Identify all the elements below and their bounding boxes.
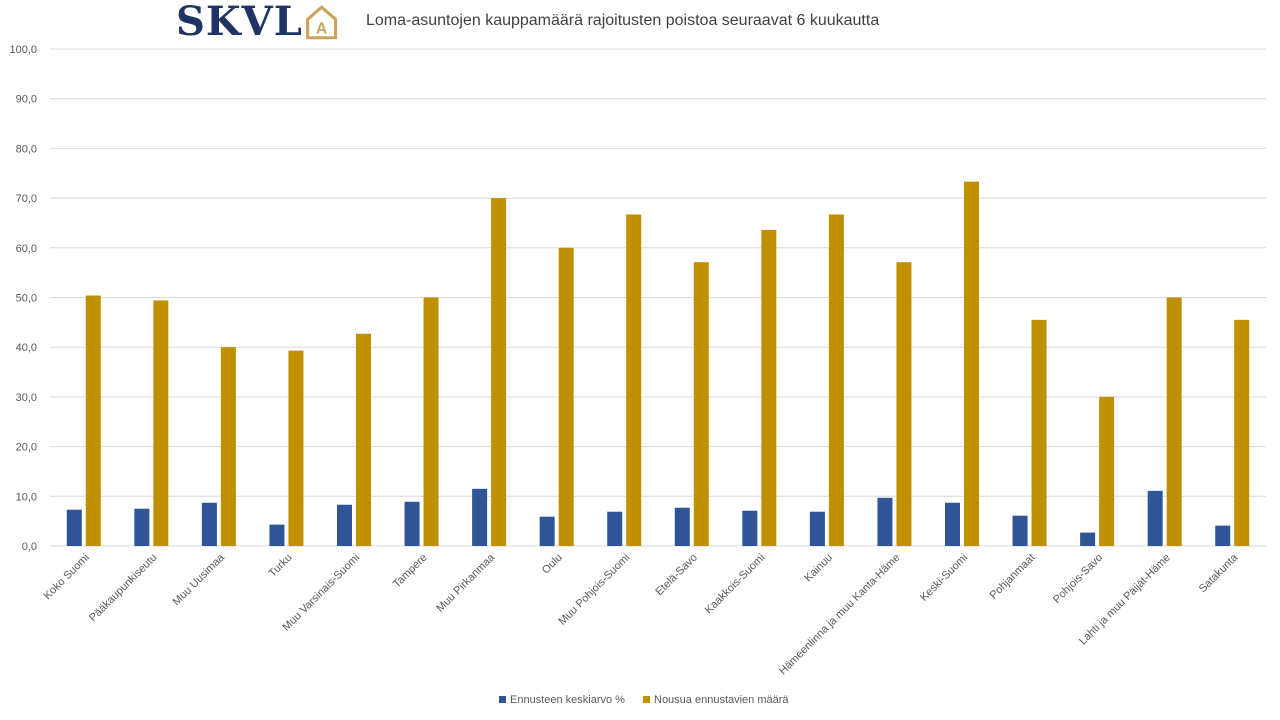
bar-nousua — [896, 262, 912, 546]
house-a-icon: A — [305, 5, 337, 40]
x-tick-label: Muu Pohjois-Suomi — [556, 552, 632, 628]
y-tick-label: 0,0 — [22, 541, 37, 553]
x-tick-label: Turku — [266, 552, 294, 580]
y-tick-label: 80,0 — [16, 143, 37, 155]
bar-keskiarvo — [337, 504, 352, 546]
bar-keskiarvo — [66, 509, 82, 546]
x-tick-label: Keski-Suomi — [918, 552, 970, 604]
x-tick-label: Pohjanmaat — [988, 552, 1038, 602]
bar-nousua — [964, 181, 979, 546]
x-tick-label: Pohjois-Savo — [1051, 552, 1105, 606]
x-tick-label: Satakunta — [1197, 551, 1241, 595]
bar-nousua — [828, 214, 844, 546]
skvl-logo: SKVL A — [176, 2, 338, 42]
x-tick-label: Koko Suomi — [41, 552, 91, 602]
bar-keskiarvo — [1147, 490, 1163, 546]
bar-nousua — [626, 214, 642, 546]
x-tick-label: Muu Pirkanmaa — [434, 551, 498, 615]
bar-nousua — [558, 247, 574, 547]
bar-keskiarvo — [742, 510, 758, 546]
bar-nousua — [1234, 319, 1250, 546]
y-tick-label: 10,0 — [16, 491, 37, 503]
bar-nousua — [85, 295, 101, 546]
x-tick-label: Tampere — [391, 552, 430, 591]
y-tick-label: 50,0 — [16, 293, 37, 305]
y-tick-label: 90,0 — [16, 94, 37, 106]
bar-nousua — [761, 229, 777, 546]
logo-text: SKVL — [176, 0, 303, 45]
bar-keskiarvo — [201, 502, 217, 546]
bar-nousua — [153, 300, 169, 546]
bar-keskiarvo — [1012, 515, 1028, 546]
y-tick-label: 30,0 — [16, 392, 37, 404]
bar-nousua — [423, 297, 439, 546]
bar-keskiarvo — [809, 511, 825, 546]
x-tick-label: Muu Uusimaa — [171, 551, 228, 608]
bar-keskiarvo — [1215, 525, 1231, 546]
bar-keskiarvo — [945, 502, 960, 546]
bar-nousua — [1099, 396, 1115, 546]
x-tick-label: Pääkaupunkiseutu — [87, 552, 159, 624]
bar-nousua — [491, 198, 507, 546]
y-tick-label: 70,0 — [16, 193, 37, 205]
bar-keskiarvo — [404, 501, 420, 546]
bar-keskiarvo — [1080, 532, 1096, 546]
y-tick-label: 40,0 — [16, 342, 37, 354]
bar-keskiarvo — [472, 488, 488, 546]
logo-mark-letter: A — [316, 20, 327, 37]
x-tick-label: Oulu — [540, 552, 565, 577]
chart-title: Loma-asuntojen kauppamäärä rajoitusten p… — [366, 12, 880, 29]
legend-label-2: Nousua ennustavien määrä — [654, 694, 789, 706]
bar-keskiarvo — [269, 524, 285, 546]
bar-nousua — [288, 350, 304, 546]
bar-keskiarvo — [877, 497, 893, 546]
x-tick-label: Kainuu — [802, 552, 835, 585]
y-tick-label: 100,0 — [9, 44, 37, 56]
bar-nousua — [693, 262, 709, 546]
y-tick-label: 60,0 — [16, 243, 37, 255]
x-tick-label: Muu Varsinais-Suomi — [280, 552, 362, 634]
bar-keskiarvo — [134, 508, 150, 546]
legend-swatch-2 — [643, 696, 650, 703]
bar-keskiarvo — [607, 511, 623, 546]
legend-label-1: Ennusteen keskiarvo % — [510, 694, 625, 706]
bar-nousua — [220, 347, 236, 546]
bar-keskiarvo — [674, 507, 690, 546]
x-tick-label: Hämeenlinna ja muu Kanta-Häme — [777, 552, 903, 678]
y-tick-label: 20,0 — [16, 442, 37, 454]
bar-keskiarvo — [539, 516, 555, 546]
bar-nousua — [1031, 319, 1047, 546]
x-tick-label: Kaakkois-Suomi — [703, 552, 768, 617]
x-tick-label: Etelä-Savo — [653, 552, 700, 599]
bar-nousua — [1166, 297, 1182, 546]
bar-nousua — [356, 333, 371, 546]
legend-swatch-1 — [499, 696, 506, 703]
